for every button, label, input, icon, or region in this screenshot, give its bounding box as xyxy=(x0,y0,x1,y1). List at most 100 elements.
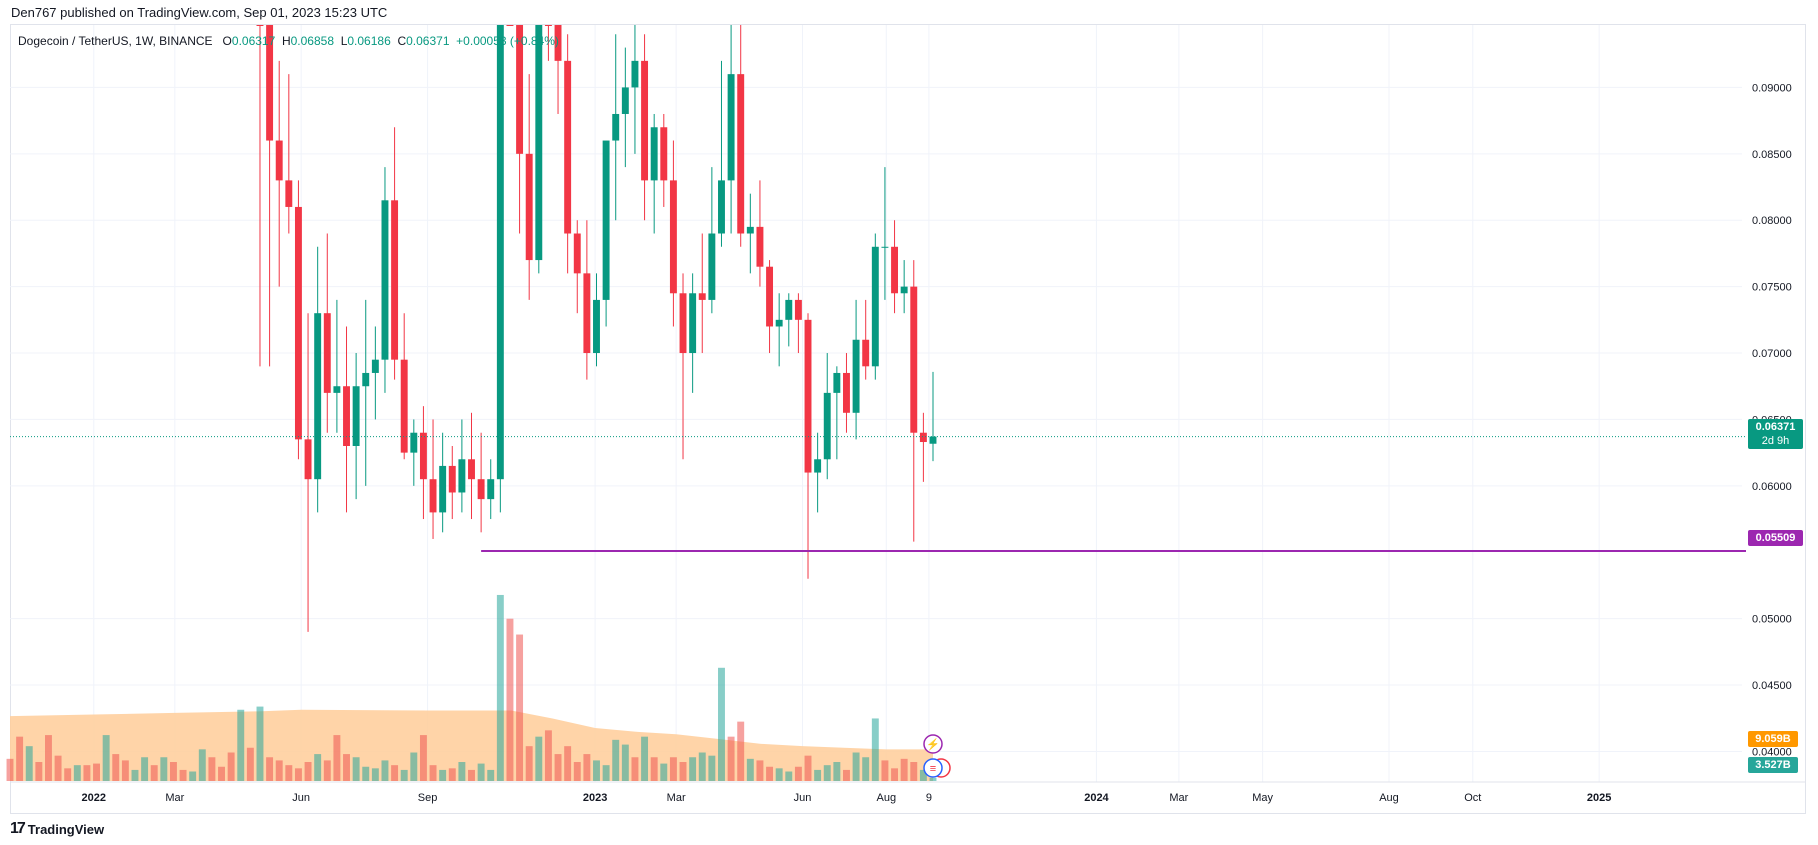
tradingview-logo[interactable]: 17 TradingView xyxy=(10,820,104,838)
candle-body xyxy=(660,127,668,181)
volume-bar xyxy=(294,768,302,781)
last-price-badge: 0.06371 2d 9h xyxy=(1748,419,1803,449)
candle-body xyxy=(823,392,831,460)
volume-bar xyxy=(737,721,745,781)
candle xyxy=(266,25,274,367)
volume-bar xyxy=(256,706,264,781)
open-value: 0.06317 xyxy=(231,34,276,48)
candle xyxy=(256,25,264,367)
candle-body xyxy=(775,319,783,327)
volume-bar xyxy=(179,769,187,781)
volume-bar xyxy=(477,763,485,781)
volume-bar xyxy=(891,768,899,781)
x-tick-label: Oct xyxy=(1464,792,1481,804)
volume-bar xyxy=(573,762,581,781)
volume-bar xyxy=(227,752,235,781)
candle-body xyxy=(833,372,841,393)
low-value: 0.06186 xyxy=(347,34,391,48)
volume-bar xyxy=(746,758,754,781)
last-price-value: 0.06371 xyxy=(1755,421,1796,433)
y-tick-label: 0.08500 xyxy=(1752,149,1792,161)
volume-bar xyxy=(804,755,812,781)
candle xyxy=(929,371,937,462)
y-tick-label: 0.07500 xyxy=(1752,282,1792,294)
candle xyxy=(785,293,793,347)
candle-body xyxy=(294,206,302,440)
candle xyxy=(468,412,475,520)
volume-bar xyxy=(660,763,668,781)
volume-bar xyxy=(919,769,927,781)
volume-bar xyxy=(35,762,43,781)
symbol-legend: Dogecoin / TetherUS, 1W, BINANCE O0.0631… xyxy=(18,34,559,48)
volume-bar xyxy=(468,769,475,781)
publish-info: Den767 published on TradingView.com, Sep… xyxy=(11,5,388,20)
candle xyxy=(275,60,283,287)
candle-body xyxy=(323,313,331,393)
x-tick-label: Mar xyxy=(1169,792,1188,804)
candle-body xyxy=(737,74,745,234)
candle xyxy=(381,167,389,393)
volume-bar xyxy=(718,667,725,781)
candle-body xyxy=(881,246,889,248)
volume-bar xyxy=(689,757,697,781)
x-tick-label: May xyxy=(1252,792,1273,804)
volume-bar xyxy=(535,736,543,781)
volume-bar xyxy=(314,754,322,781)
candle xyxy=(439,432,447,533)
volume-bar xyxy=(679,762,687,781)
y-tick-label: 0.05000 xyxy=(1752,614,1792,626)
candle-body xyxy=(544,25,552,26)
open-label: O xyxy=(222,34,232,48)
volume-bar xyxy=(6,758,14,781)
volume-bar xyxy=(525,746,533,781)
candle-body xyxy=(468,459,475,480)
volume-bar xyxy=(381,760,389,781)
candle-body xyxy=(564,60,572,234)
candle xyxy=(525,74,533,300)
candle-body xyxy=(852,339,860,413)
volume-bar xyxy=(650,757,658,781)
close-label: C xyxy=(397,34,407,48)
volume-bar xyxy=(429,765,437,781)
volume-bar xyxy=(64,768,72,781)
volume-bar xyxy=(410,752,418,781)
candle xyxy=(766,260,774,354)
volume-bar xyxy=(73,765,81,781)
volume-bar xyxy=(246,747,254,781)
candle-body xyxy=(631,60,639,88)
candle xyxy=(891,220,899,314)
volume-bar xyxy=(487,769,495,781)
candle-body xyxy=(256,25,264,26)
candle-body xyxy=(535,25,543,261)
volume-ma-badge: 9.059B xyxy=(1748,731,1798,747)
candle xyxy=(352,353,360,500)
candle xyxy=(573,220,581,314)
candle-body xyxy=(583,273,591,354)
volume-bar xyxy=(93,763,100,781)
volume-bar xyxy=(352,757,360,781)
candle-body xyxy=(496,25,504,480)
volume-bar xyxy=(833,762,841,781)
candle xyxy=(343,326,350,513)
event-marker-ring xyxy=(923,734,943,754)
x-tick-label: Aug xyxy=(1379,792,1399,804)
x-tick-label: 2022 xyxy=(82,792,106,804)
candle xyxy=(910,260,918,542)
candle xyxy=(554,25,562,114)
candle-body xyxy=(766,266,774,327)
candle-body xyxy=(919,432,927,443)
candle-body xyxy=(448,465,456,493)
candle xyxy=(641,34,649,221)
symbol-name: Dogecoin / TetherUS, 1W, BINANCE xyxy=(18,34,213,48)
candle xyxy=(496,25,504,513)
bar-countdown: 2d 9h xyxy=(1761,435,1790,447)
volume-bar xyxy=(708,755,716,781)
volume-bar xyxy=(112,754,120,781)
candle-body xyxy=(371,359,379,373)
volume-bar xyxy=(583,754,591,781)
candle xyxy=(689,273,697,393)
candle-body xyxy=(843,372,850,413)
candle xyxy=(593,273,600,367)
candle xyxy=(612,34,620,221)
